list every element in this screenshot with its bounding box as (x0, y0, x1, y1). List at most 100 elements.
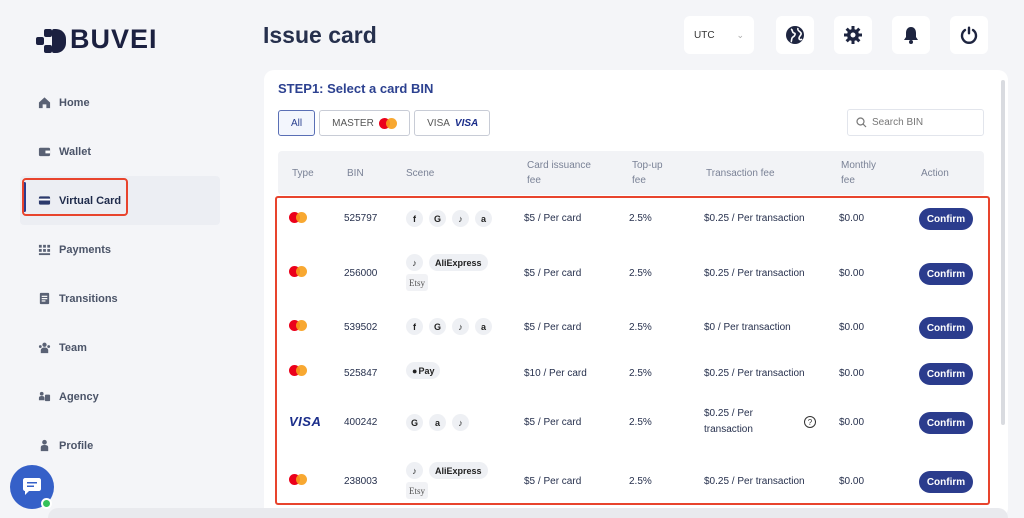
mastercard-icon (289, 212, 307, 223)
table-header: Type BIN Scene Card issuance fee Top-up … (278, 151, 984, 195)
chat-button[interactable] (10, 465, 54, 509)
transaction-fee: $0.25 / Per transaction (704, 213, 805, 224)
issuance-fee: $5 / Per card (524, 268, 582, 279)
tiktok-icon: ♪ (406, 254, 423, 271)
transaction-fee-line2: transaction (704, 424, 753, 435)
user-icon (40, 439, 49, 452)
home-icon (38, 97, 51, 109)
agency-icon (38, 391, 51, 402)
sidebar-item-label: Wallet (59, 145, 91, 158)
tiktok-icon: ♪ (406, 462, 423, 479)
mastercard-icon (378, 117, 397, 129)
sidebar-item-team[interactable]: Team (20, 323, 220, 372)
table-row: 525797 f G ♪ a $5 / Per card 2.5% $0.25 … (278, 208, 984, 230)
topup-fee: 2.5% (629, 322, 652, 333)
apple-icon: ● (412, 365, 418, 376)
scene-icons: f G ♪ a (406, 210, 498, 227)
confirm-button[interactable]: Confirm (919, 412, 973, 434)
amazon-icon: a (475, 210, 492, 227)
tiktok-icon: ♪ (452, 318, 469, 335)
sidebar-item-virtual-card[interactable]: Virtual Card (20, 176, 220, 225)
scene-icons: ♪ AliExpress (406, 254, 494, 271)
timezone-select[interactable]: UTC ⌄ (684, 16, 754, 54)
highlight-box (22, 178, 128, 216)
sidebar-item-wallet[interactable]: Wallet (20, 127, 220, 176)
sidebar-item-label: Agency (59, 390, 99, 403)
gear-icon (844, 26, 862, 44)
col-bin: BIN (347, 168, 364, 179)
sidebar-item-profile[interactable]: Profile (20, 421, 220, 470)
col-transaction-fee: Transaction fee (706, 168, 775, 179)
active-indicator (23, 182, 26, 212)
sidebar-item-home[interactable]: Home (20, 78, 220, 127)
etsy-icon: Etsy (406, 482, 429, 499)
sidebar-item-label: Virtual Card (59, 194, 122, 207)
bin-value: 539502 (344, 322, 378, 333)
topup-fee: 2.5% (629, 476, 652, 487)
confirm-button[interactable]: Confirm (919, 471, 973, 493)
filter-all-button[interactable]: All (278, 110, 316, 136)
bin-value: 525797 (344, 213, 378, 224)
confirm-button[interactable]: Confirm (919, 263, 973, 285)
topup-fee: 2.5% (629, 213, 652, 224)
language-button[interactable] (776, 16, 814, 54)
col-scene: Scene (406, 168, 435, 179)
document-icon (39, 292, 50, 305)
monthly-fee: $0.00 (839, 368, 865, 379)
visa-logo: VISA (289, 414, 322, 429)
brand-name: BUVEI (70, 24, 158, 54)
etsy-icon: Etsy (406, 274, 429, 291)
table-row: 539502 f G ♪ a $5 / Per card 2.5% $0 / P… (278, 316, 984, 339)
tiktok-icon: ♪ (452, 414, 469, 431)
issuance-fee: $5 / Per card (524, 322, 582, 333)
search-icon (856, 117, 867, 128)
table-row: 525847 ● Pay $10 / Per card 2.5% $0.25 / … (278, 362, 984, 385)
col-issuance-1: Card issuance (527, 160, 591, 171)
step-title: STEP1: Select a card BIN (278, 81, 434, 96)
transaction-fee-line1: $0.25 / Per (704, 408, 753, 419)
confirm-button[interactable]: Confirm (919, 208, 973, 230)
timezone-value: UTC (694, 29, 715, 41)
sidebar-item-label: Transitions (59, 292, 118, 305)
sidebar-item-payments[interactable]: Payments (20, 225, 220, 274)
scene-icons-line2: Etsy (406, 274, 434, 291)
scene-icons-line2: Etsy (406, 482, 434, 499)
logout-button[interactable] (950, 16, 988, 54)
team-icon (38, 342, 51, 354)
filter-master-label: MASTER (332, 117, 374, 129)
table-row: VISA 400242 G a ♪ $5 / Per card 2.5% $0.… (278, 406, 984, 440)
transaction-fee: $0.25 / Per transaction (704, 476, 805, 487)
monthly-fee: $0.00 (839, 417, 865, 428)
search-bin-input[interactable]: Search BIN (847, 109, 984, 136)
sidebar: BUVEI Home Wallet Virtual Card Payments … (0, 0, 240, 518)
chevron-down-icon: ⌄ (736, 29, 744, 40)
bottom-panel-edge (48, 508, 1008, 518)
bin-value: 400242 (344, 417, 378, 428)
online-status-dot (41, 498, 52, 509)
settings-button[interactable] (834, 16, 872, 54)
col-monthly-2: fee (841, 175, 855, 186)
notifications-button[interactable] (892, 16, 930, 54)
brand-logo[interactable]: BUVEI (34, 24, 158, 55)
sidebar-item-agency[interactable]: Agency (20, 372, 220, 421)
mastercard-icon (289, 365, 307, 376)
filter-master-button[interactable]: MASTER (319, 110, 411, 136)
confirm-button[interactable]: Confirm (919, 317, 973, 339)
monthly-fee: $0.00 (839, 213, 865, 224)
transaction-fee: $0.25 / Per transaction (704, 268, 805, 279)
help-icon[interactable]: ? (804, 416, 816, 428)
chat-icon (23, 478, 41, 495)
sidebar-item-label: Home (59, 96, 90, 109)
bell-icon (904, 27, 918, 44)
col-action: Action (921, 168, 949, 179)
monthly-fee: $0.00 (839, 476, 865, 487)
sidebar-item-transitions[interactable]: Transitions (20, 274, 220, 323)
table-highlight-box (275, 196, 990, 505)
bin-value: 238003 (344, 476, 378, 487)
filter-visa-button[interactable]: VISA VISA (414, 110, 491, 136)
bin-value: 256000 (344, 268, 378, 279)
scrollbar[interactable] (1001, 80, 1005, 425)
sidebar-item-label: Payments (59, 243, 111, 256)
col-type: Type (292, 168, 314, 179)
confirm-button[interactable]: Confirm (919, 363, 973, 385)
